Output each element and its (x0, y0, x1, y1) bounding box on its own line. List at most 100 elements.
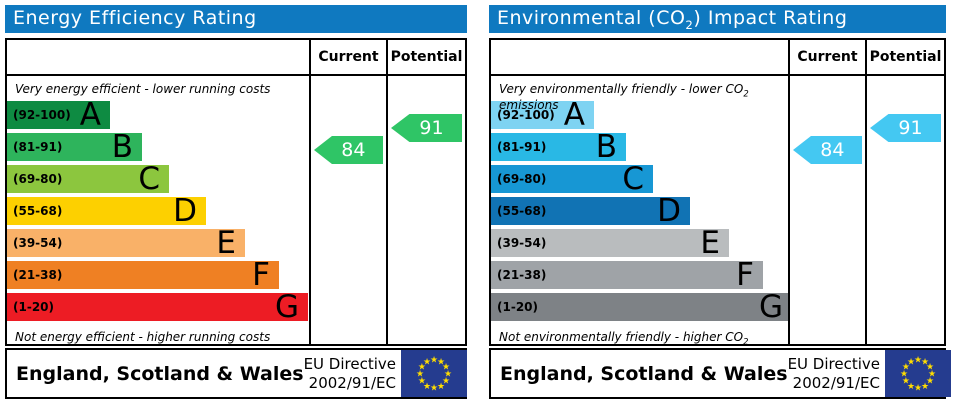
svg-text:★: ★ (423, 382, 431, 392)
caption-text: Not environmentally friendly - higher CO (499, 330, 744, 344)
svg-text:★: ★ (430, 384, 438, 394)
band-range: (55-68) (497, 204, 547, 218)
svg-text:★: ★ (921, 382, 929, 392)
potential-rating-arrow: 91 (870, 114, 941, 142)
current-column-header: Current (309, 40, 386, 74)
svg-text:★: ★ (928, 370, 936, 380)
band-letter: E (216, 225, 236, 261)
band-letter: D (173, 193, 197, 229)
current-rating-arrow: 84 (793, 136, 862, 164)
current-column-header: Current (788, 40, 865, 74)
current-rating-value: 84 (820, 139, 845, 161)
band-letter: D (657, 193, 681, 229)
panel-footer: England, Scotland & Wales EU Directive 2… (489, 348, 951, 399)
band-e: (39-54) E (7, 225, 245, 261)
region-label: England, Scotland & Wales (16, 362, 304, 385)
band-c: (69-80) C (7, 161, 169, 197)
band-letter: A (79, 97, 101, 133)
current-column: 84 (788, 76, 865, 344)
table-header-row: Current Potential (491, 40, 944, 76)
caption-subscript: 2 (743, 336, 749, 344)
potential-rating-arrow: 91 (391, 114, 462, 142)
band-range: (21-38) (497, 268, 547, 282)
table-body: Very energy efficient - lower running co… (7, 76, 465, 344)
band-letter: F (736, 257, 754, 293)
band-range: (1-20) (13, 300, 54, 314)
band-range: (21-38) (13, 268, 63, 282)
svg-text:★: ★ (418, 363, 426, 373)
band-g: (1-20) G (7, 289, 308, 325)
directive-line2: 2002/91/EC (308, 373, 396, 392)
band-e: (39-54) E (491, 225, 729, 261)
band-range: (39-54) (13, 236, 63, 250)
directive-line1: EU Directive (787, 354, 880, 373)
band-letter: G (274, 289, 299, 325)
current-column: 84 (309, 76, 386, 344)
svg-text:★: ★ (423, 358, 431, 368)
band-range: (69-80) (497, 172, 547, 186)
svg-text:★: ★ (442, 377, 450, 387)
band-letter: C (138, 161, 160, 197)
potential-column: 91 (865, 76, 944, 344)
svg-text:★: ★ (907, 382, 915, 392)
eu-directive-label: EU Directive 2002/91/EC (304, 355, 401, 393)
svg-text:★: ★ (907, 358, 915, 368)
svg-text:★: ★ (921, 358, 929, 368)
directive-line1: EU Directive (303, 354, 396, 373)
top-caption: Very environmentally friendly - lower CO… (491, 76, 788, 112)
title-subscript: 2 (685, 17, 694, 32)
band-letter: C (622, 161, 644, 197)
svg-text:★: ★ (437, 358, 445, 368)
svg-text:★: ★ (430, 356, 438, 366)
band-range: (1-20) (497, 300, 538, 314)
band-b: (81-91) B (7, 129, 142, 165)
band-f: (21-38) F (491, 257, 763, 293)
caption-text-tail: emissions (499, 98, 559, 113)
band-letter: B (595, 129, 617, 165)
svg-text:★: ★ (416, 370, 424, 380)
top-caption: Very energy efficient - lower running co… (7, 76, 309, 101)
band-letter: B (111, 129, 133, 165)
band-d: (55-68) D (7, 193, 206, 229)
band-a: (92-100) A (7, 97, 110, 133)
band-d: (55-68) D (491, 193, 690, 229)
title-text-tail: ) Impact Rating (693, 7, 848, 29)
band-letter: A (563, 97, 585, 133)
band-range: (81-91) (13, 140, 63, 154)
rating-scale: Very environmentally friendly - lower CO… (491, 76, 788, 344)
band-letter: G (758, 289, 783, 325)
bottom-caption: Not environmentally friendly - higher CO… (491, 325, 788, 344)
svg-text:★: ★ (902, 363, 910, 373)
eu-directive-label: EU Directive 2002/91/EC (788, 355, 885, 393)
potential-rating-value: 91 (898, 117, 923, 139)
band-letter: E (700, 225, 720, 261)
bottom-caption: Not energy efficient - higher running co… (7, 325, 309, 344)
svg-text:★: ★ (437, 382, 445, 392)
band-range: (69-80) (13, 172, 63, 186)
band-range: (92-100) (497, 108, 555, 122)
table-body: Very environmentally friendly - lower CO… (491, 76, 944, 344)
potential-column-header: Potential (865, 40, 944, 74)
table-header-row: Current Potential (7, 40, 465, 76)
header-spacer (491, 40, 788, 74)
eu-flag-icon: ★ ★ ★ ★ ★ ★ ★ ★ ★ ★ ★ ★ (400, 350, 467, 397)
band-a: (92-100) A (491, 97, 594, 133)
band-range: (39-54) (497, 236, 547, 250)
band-g: (1-20) G (491, 289, 788, 325)
potential-column-header: Potential (386, 40, 465, 74)
svg-text:★: ★ (442, 363, 450, 373)
svg-text:★: ★ (900, 370, 908, 380)
rating-scale: Very energy efficient - lower running co… (7, 76, 309, 344)
band-c: (69-80) C (491, 161, 653, 197)
band-range: (92-100) (13, 108, 71, 122)
header-spacer (7, 40, 309, 74)
svg-text:★: ★ (444, 370, 452, 380)
eu-flag-icon: ★ ★ ★ ★ ★ ★ ★ ★ ★ ★ ★ ★ (884, 350, 951, 397)
potential-column: 91 (386, 76, 465, 344)
band-range: (81-91) (497, 140, 547, 154)
caption-text: Very environmentally friendly - lower CO (499, 82, 744, 96)
energy-rating-table: Current Potential Very energy efficient … (5, 38, 467, 346)
band-f: (21-38) F (7, 260, 279, 291)
title-text: Energy Efficiency Rating (13, 7, 257, 29)
svg-text:★: ★ (914, 356, 922, 366)
